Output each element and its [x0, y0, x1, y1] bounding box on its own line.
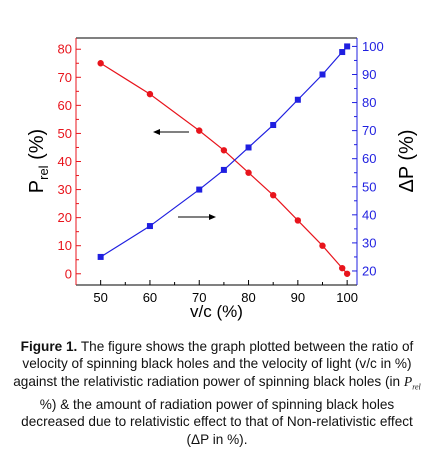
left-tick-label: 50 — [58, 126, 72, 141]
left-tick-label: 40 — [58, 154, 72, 169]
right-tick-label: 30 — [362, 235, 376, 250]
caption-figure-label: Figure 1. — [20, 339, 78, 354]
delta-p-data-point — [344, 43, 351, 50]
right-tick-label: 80 — [362, 95, 376, 110]
left-tick-label: 10 — [58, 238, 72, 253]
caption-text-part1: The figure shows the graph plotted betwe… — [13, 339, 414, 389]
left-axis-title-unit: (%) — [26, 129, 48, 166]
prel-data-point — [220, 147, 228, 154]
delta-p-data-point — [196, 186, 203, 193]
delta-p-data-point — [220, 166, 227, 173]
left-tick-label: 0 — [65, 266, 72, 281]
left-tick-label: 80 — [58, 42, 72, 57]
caption-prel-symbol: Prel — [403, 373, 421, 392]
delta-p-data-point — [339, 49, 346, 56]
delta-p-data-point — [319, 71, 326, 78]
prel-data-point — [245, 169, 252, 176]
delta-p-data-point — [245, 144, 252, 151]
left-axis-title: Prel (%) — [26, 129, 51, 193]
delta-p-data-point — [294, 96, 301, 103]
x-axis-title: v/c (%) — [190, 302, 243, 321]
prel-data-point — [343, 270, 351, 277]
prel-data-point — [339, 264, 346, 272]
prel-data-point — [196, 127, 203, 134]
caption-text-part2: %) & the amount of radiation power of sp… — [21, 396, 413, 447]
prel-data-point — [97, 60, 104, 67]
caption-prel-main: P — [403, 373, 413, 389]
x-tick-label: 60 — [143, 290, 157, 305]
x-tick-label: 100 — [336, 290, 358, 305]
delta-p-data-point — [146, 223, 153, 230]
left-axis: 0 10 20 30 40 50 60 70 80 — [58, 42, 81, 281]
prel-data-point — [319, 242, 326, 249]
right-tick-label: 40 — [362, 207, 376, 222]
axis-labels: v/c (%) Prel (%) ΔP (%) — [26, 129, 418, 321]
left-arrow-head — [153, 129, 160, 135]
x-tick-label: 50 — [93, 290, 107, 305]
annotations — [153, 129, 216, 220]
caption-prel-sub: rel — [412, 382, 421, 392]
delta-p-series-line — [100, 46, 348, 258]
left-tick-label: 60 — [58, 98, 72, 113]
left-tick-label: 70 — [58, 70, 72, 85]
x-tick-label: 90 — [291, 290, 305, 305]
delta-p-data-point — [97, 253, 104, 260]
left-tick-label: 20 — [58, 210, 72, 225]
right-tick-label: 50 — [362, 179, 376, 194]
plot-frame — [75, 37, 358, 286]
right-tick-label: 90 — [362, 67, 376, 82]
right-tick-label: 70 — [362, 123, 376, 138]
x-tick-label: 70 — [192, 290, 206, 305]
right-tick-label: 100 — [362, 39, 384, 54]
prel-data-point — [269, 191, 277, 199]
prel-data-point — [146, 90, 154, 98]
prel-series-line — [100, 62, 348, 275]
left-tick-label: 30 — [58, 182, 72, 197]
right-arrow-head — [209, 214, 216, 220]
right-tick-label: 60 — [362, 151, 376, 166]
x-tick-label: 80 — [241, 290, 255, 305]
data-series — [97, 43, 351, 277]
figure-caption: Figure 1. The figure shows the graph plo… — [8, 338, 426, 448]
right-tick-label: 20 — [362, 263, 376, 278]
left-axis-title-sub: rel — [36, 165, 51, 180]
right-axis-title: ΔP (%) — [396, 130, 418, 193]
prel-data-point — [294, 217, 302, 224]
x-axis: 50 60 70 80 90 100 — [93, 280, 358, 305]
delta-p-data-point — [270, 122, 277, 129]
dual-axis-line-chart: 0 10 20 30 40 50 60 70 80 20 30 40 50 60 70 80 90 100 50… — [26, 37, 418, 321]
left-axis-title-main: P — [26, 180, 48, 193]
right-axis: 20 30 40 50 60 70 80 90 100 — [352, 39, 384, 278]
